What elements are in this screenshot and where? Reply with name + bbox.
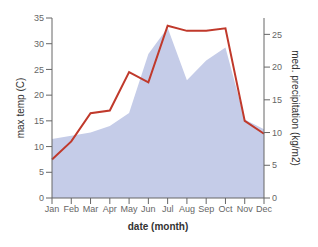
svg-text:Mar: Mar <box>83 204 99 214</box>
svg-text:Apr: Apr <box>103 204 117 214</box>
svg-text:5: 5 <box>39 167 44 177</box>
svg-text:Oct: Oct <box>218 204 233 214</box>
svg-text:0: 0 <box>272 193 277 203</box>
svg-text:date (month): date (month) <box>128 221 189 232</box>
svg-text:Aug: Aug <box>179 204 195 214</box>
svg-text:15: 15 <box>34 116 44 126</box>
svg-text:Jul: Jul <box>162 204 174 214</box>
svg-text:med. precipitation (kg/m2): med. precipitation (kg/m2) <box>290 50 301 166</box>
svg-text:Sep: Sep <box>198 204 214 214</box>
svg-text:25: 25 <box>272 30 282 40</box>
svg-text:15: 15 <box>272 95 282 105</box>
svg-text:20: 20 <box>34 90 44 100</box>
svg-text:20: 20 <box>272 62 282 72</box>
svg-text:35: 35 <box>34 13 44 23</box>
svg-text:max temp (C): max temp (C) <box>15 78 26 139</box>
svg-text:Dec: Dec <box>256 204 273 214</box>
svg-text:0: 0 <box>39 193 44 203</box>
svg-text:Jun: Jun <box>141 204 156 214</box>
svg-text:5: 5 <box>272 160 277 170</box>
svg-text:Feb: Feb <box>64 204 80 214</box>
svg-text:30: 30 <box>34 39 44 49</box>
svg-text:May: May <box>121 204 139 214</box>
svg-text:Nov: Nov <box>237 204 254 214</box>
svg-text:Jan: Jan <box>45 204 60 214</box>
svg-text:25: 25 <box>34 65 44 75</box>
svg-text:10: 10 <box>272 128 282 138</box>
svg-text:10: 10 <box>34 142 44 152</box>
